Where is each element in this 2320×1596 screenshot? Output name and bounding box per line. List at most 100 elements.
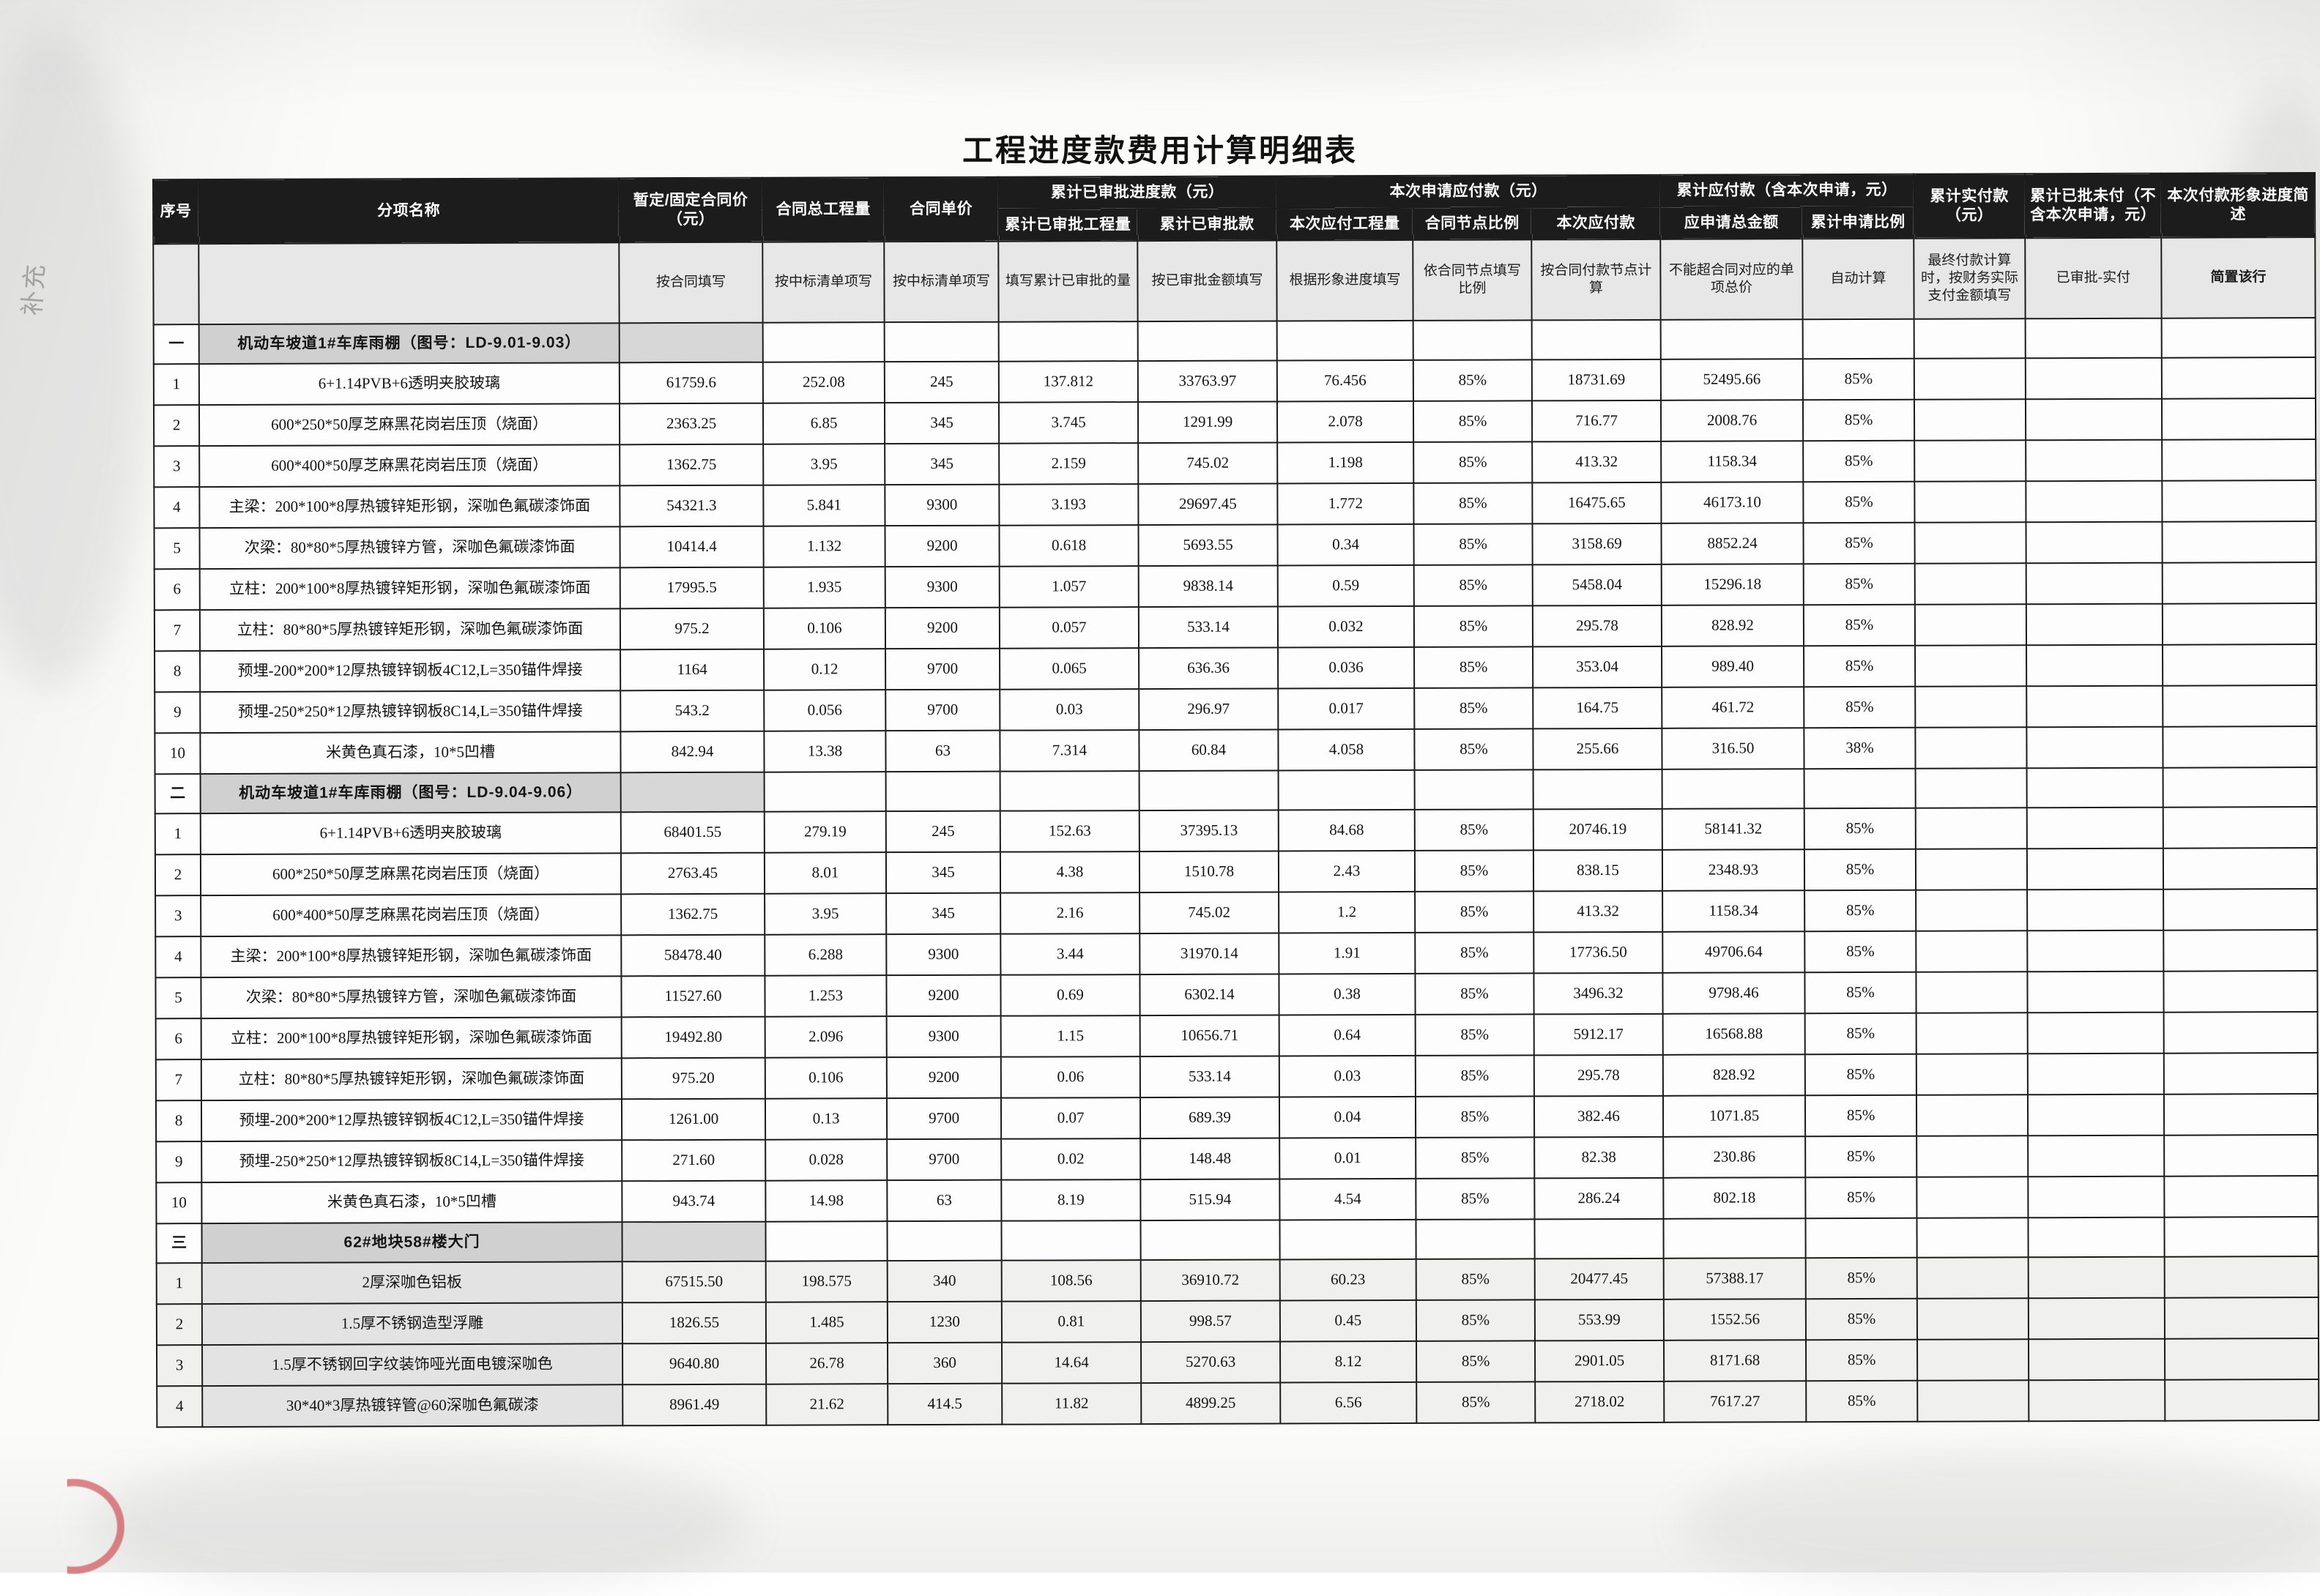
section-blank-cell	[2163, 767, 2317, 808]
cell-current-amount: 286.24	[1534, 1177, 1664, 1220]
section-blank-cell	[1139, 770, 1279, 811]
cell-unit-price: 9700	[887, 1138, 1002, 1181]
cell-approved-amount: 10656.71	[1139, 1015, 1279, 1057]
cell-actual-paid	[1916, 1257, 2029, 1299]
cell-current-qty: 76.456	[1276, 359, 1413, 402]
cell-actual-paid	[1914, 440, 2026, 482]
cell-unit-price: 345	[885, 851, 1001, 894]
section-blank-cell	[1414, 769, 1533, 810]
instruction-approved-qty: 填写累计已审批的量	[998, 241, 1138, 322]
cell-cumulative-amount: 15296.18	[1661, 564, 1804, 605]
row-item-name: 600*250*50厚芝麻黑花岗岩压顶（烧面）	[198, 403, 620, 447]
cell-current-amount: 413.32	[1533, 890, 1663, 933]
cell-unit-price: 414.5	[888, 1383, 1003, 1425]
cell-qty-total: 279.19	[764, 811, 886, 853]
row-item-name: 米黄色真石漆，10*5凹槽	[200, 731, 621, 775]
cell-progress-note	[2163, 889, 2318, 931]
row-index: 8	[155, 651, 201, 693]
cell-progress-note	[2165, 1379, 2319, 1421]
col-header-current-amount: 本次应付款	[1531, 206, 1661, 240]
cell-qty-total: 8.01	[764, 852, 887, 894]
instruction-approved-unpaid: 已审批-实付	[2025, 237, 2162, 319]
cell-cumulative-ratio: 85%	[1805, 1136, 1917, 1178]
cell-approved-qty: 3.745	[998, 402, 1139, 444]
table-row: 2 600*250*50厚芝麻黑花岗岩压顶（烧面） 2363.25 6.85 345 3.…	[153, 398, 2316, 447]
cell-approved-qty: 0.03	[1000, 689, 1139, 731]
cell-contract-price: 543.2	[620, 690, 765, 732]
row-item-name: 立柱：80*80*5厚热镀锌矩形钢，深咖色氟碳漆饰面	[199, 608, 621, 652]
cell-node-ratio: 85%	[1415, 891, 1534, 933]
row-index: 2	[153, 405, 200, 447]
cell-approved-unpaid	[2028, 1135, 2165, 1177]
cell-current-qty: 0.01	[1279, 1137, 1416, 1179]
col-header-current-qty: 本次应付工程量	[1276, 207, 1413, 241]
cell-current-amount: 18731.69	[1531, 359, 1661, 401]
row-item-name: 立柱：80*80*5厚热镀锌矩形钢，深咖色氟碳漆饰面	[201, 1058, 622, 1101]
cell-approved-qty: 137.812	[998, 361, 1138, 403]
cell-unit-price: 245	[884, 361, 999, 403]
row-item-name: 30*40*3厚热镀锌管@60深咖色氟碳漆	[202, 1384, 623, 1428]
row-index: 9	[155, 692, 201, 734]
cell-current-qty: 4.058	[1278, 728, 1415, 771]
col-header-approved-amount: 累计已审批款	[1137, 208, 1277, 242]
section-blank-cell	[1416, 1219, 1535, 1259]
cell-progress-note	[2163, 1094, 2319, 1136]
cell-node-ratio: 85%	[1414, 728, 1533, 770]
cell-contract-price: 54321.3	[620, 485, 764, 527]
row-item-name: 预埋-250*250*12厚热镀锌钢板8C14,L=350锚件焊接	[200, 690, 621, 734]
cell-approved-amount: 5693.55	[1138, 524, 1278, 567]
cell-cumulative-amount: 230.86	[1663, 1136, 1806, 1178]
col-header-unit-price: 合同单价	[884, 176, 999, 242]
cell-approved-unpaid	[2026, 685, 2163, 728]
cell-approved-qty: 152.63	[1000, 810, 1139, 852]
cell-approved-amount: 6302.14	[1139, 974, 1279, 1016]
cell-current-qty: 1.198	[1277, 441, 1414, 484]
cell-contract-price: 1261.00	[621, 1098, 766, 1141]
cell-cumulative-ratio: 85%	[1806, 1339, 1918, 1381]
cell-approved-qty: 0.02	[1001, 1138, 1141, 1180]
cell-unit-price: 9700	[885, 689, 1000, 731]
cell-node-ratio: 85%	[1415, 1055, 1534, 1097]
cell-current-amount: 553.99	[1534, 1299, 1665, 1341]
cell-unit-price: 9200	[885, 607, 1000, 649]
cell-cumulative-amount: 8171.68	[1664, 1340, 1807, 1381]
cell-current-qty: 0.036	[1278, 646, 1415, 689]
cell-progress-note	[2164, 1297, 2319, 1339]
cell-actual-paid	[1915, 727, 2027, 769]
cell-current-amount: 2718.02	[1535, 1381, 1665, 1423]
section-blank-cell	[998, 321, 1138, 362]
section-header-row: 三 62#地块58#楼大门	[156, 1217, 2319, 1264]
cell-approved-unpaid	[2026, 807, 2163, 849]
scan-shadow-left	[0, 29, 146, 688]
cell-cumulative-amount: 1071.85	[1662, 1095, 1806, 1137]
cell-actual-paid	[1916, 1136, 2029, 1177]
cell-current-amount: 255.66	[1533, 728, 1662, 770]
cell-current-qty: 0.64	[1279, 1014, 1416, 1056]
col-header-approved-group: 累计已审批进度款（元）	[998, 176, 1277, 209]
cell-approved-amount: 533.14	[1138, 606, 1279, 649]
cell-actual-paid	[1914, 481, 2026, 523]
cell-approved-qty: 108.56	[1001, 1260, 1141, 1302]
table-row: 8 预埋-200*200*12厚热镀锌钢板4C12,L=350锚件焊接 1164 0.…	[155, 644, 2317, 693]
cell-cumulative-amount: 46173.10	[1661, 482, 1804, 523]
cell-progress-note	[2163, 644, 2317, 686]
row-index: 10	[155, 733, 201, 775]
cell-node-ratio: 85%	[1413, 400, 1533, 442]
cell-unit-price: 1230	[887, 1301, 1003, 1343]
section-index: 二	[155, 774, 201, 814]
cell-qty-total: 0.106	[765, 1057, 887, 1099]
cell-cumulative-ratio: 85%	[1804, 972, 1916, 1014]
cell-contract-price: 271.60	[622, 1139, 766, 1182]
cell-progress-note	[2164, 1256, 2319, 1298]
cell-contract-price: 10414.4	[620, 526, 764, 568]
cell-approved-unpaid	[2026, 603, 2163, 646]
section-blank-cell	[1914, 318, 2026, 359]
col-header-item-name: 分项名称	[198, 178, 620, 245]
instruction-current-qty: 根据形象进度填写	[1276, 239, 1413, 321]
col-header-index: 序号	[153, 179, 199, 245]
cell-current-qty: 0.032	[1277, 605, 1415, 648]
cell-contract-price: 2763.45	[620, 852, 765, 895]
cell-unit-price: 9300	[886, 1015, 1001, 1058]
cell-node-ratio: 85%	[1415, 1014, 1534, 1056]
cell-approved-unpaid	[2027, 1012, 2164, 1054]
